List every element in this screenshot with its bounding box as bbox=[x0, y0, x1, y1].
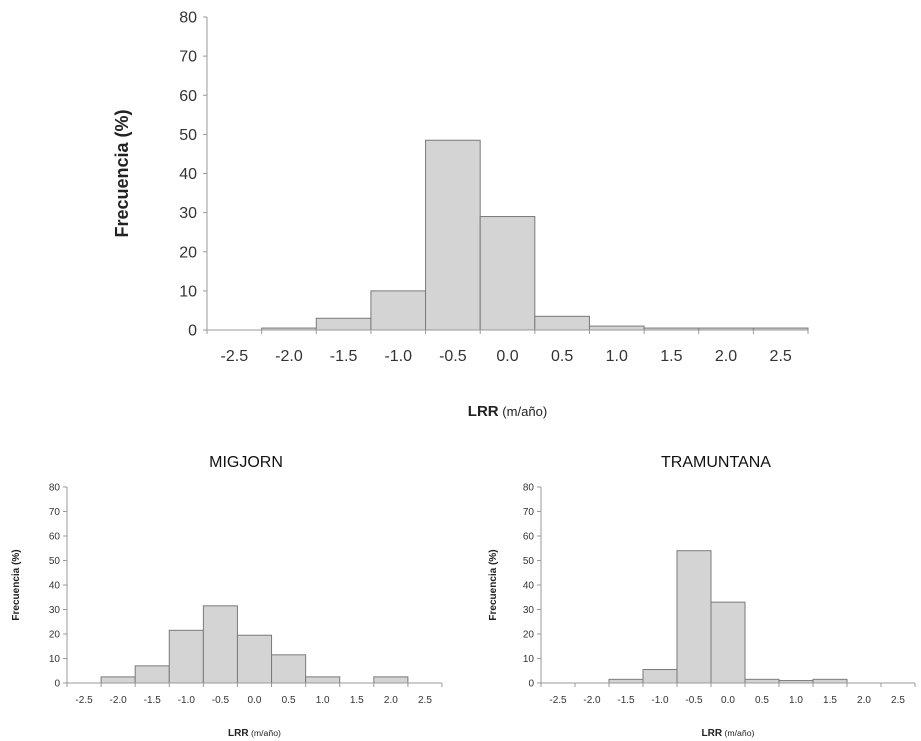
x-tick-label: 1.5 bbox=[350, 695, 364, 706]
bar--2.0 bbox=[100, 676, 136, 684]
x-tick-label: 2.5 bbox=[770, 348, 792, 365]
y-tick-label: 10 bbox=[179, 283, 197, 300]
bar-1.0 bbox=[588, 325, 645, 331]
bar--1.5 bbox=[315, 317, 372, 331]
bar-0.0 bbox=[710, 601, 746, 684]
bar-0.0 bbox=[479, 216, 536, 331]
bar--1.0 bbox=[370, 290, 427, 331]
y-axis-label: Frecuencia (%) bbox=[112, 109, 132, 237]
bar-0.5 bbox=[534, 315, 590, 331]
x-tick-label: -1.0 bbox=[384, 348, 412, 365]
bar-1.0 bbox=[305, 676, 341, 684]
x-tick-label: -2.5 bbox=[549, 695, 567, 706]
y-tick-label: 70 bbox=[179, 49, 197, 66]
chart-title: TRAMUNTANA bbox=[661, 454, 771, 471]
y-tick-label: 60 bbox=[523, 532, 535, 543]
y-tick-label: 50 bbox=[179, 127, 197, 144]
x-tick-label: -1.5 bbox=[330, 348, 358, 365]
x-tick-label: 2.5 bbox=[891, 695, 905, 706]
chart-tramuntana: 0 10 20 30 40 50 60 70 80 -2.5 -2.0 -1.5 -1.0 -0.5 0.0… bbox=[488, 454, 916, 739]
x-tick-label: -1.5 bbox=[144, 695, 162, 706]
x-tick-label: 0.5 bbox=[551, 348, 573, 365]
y-tick-label: 20 bbox=[523, 630, 535, 641]
y-tick-label: 30 bbox=[179, 205, 197, 222]
y-tick-label: 0 bbox=[188, 323, 197, 340]
y-tick-label: 70 bbox=[49, 507, 61, 518]
y-tick-label: 80 bbox=[523, 483, 535, 494]
y-tick-label: 40 bbox=[523, 581, 535, 592]
bar--1.0 bbox=[642, 669, 678, 684]
x-axis-label-unit: (m/año) bbox=[722, 728, 754, 738]
y-axis-label: Frecuencia (%) bbox=[11, 549, 22, 620]
x-tick-label: 2.0 bbox=[715, 348, 737, 365]
bar--1.0 bbox=[168, 629, 204, 684]
chart-overall: 0 10 20 30 40 50 60 70 80 -2.5 -2.0 -1.5 -1.0 -0.5 0.0… bbox=[112, 10, 809, 420]
x-tick-label: -2.0 bbox=[275, 348, 303, 365]
x-tick-label: 0.0 bbox=[496, 348, 518, 365]
bar--0.5 bbox=[676, 550, 712, 684]
x-tick-label: 2.0 bbox=[384, 695, 398, 706]
y-tick-label: 10 bbox=[49, 654, 61, 665]
bar--1.5 bbox=[134, 665, 170, 684]
x-axis-label-bold: LRR bbox=[228, 728, 249, 739]
chart-title: MIGJORN bbox=[209, 454, 283, 471]
x-tick-label: 0.0 bbox=[248, 695, 262, 706]
x-tick-label: -1.0 bbox=[178, 695, 196, 706]
x-tick-label: 1.5 bbox=[660, 348, 682, 365]
x-axis-label-unit: (m/año) bbox=[249, 728, 281, 738]
x-tick-label: -2.0 bbox=[583, 695, 601, 706]
x-axis-label: LRR (m/año) bbox=[702, 728, 755, 739]
y-axis-label: Frecuencia (%) bbox=[488, 549, 499, 620]
y-tick-label: 40 bbox=[49, 581, 61, 592]
x-tick-label: -2.0 bbox=[110, 695, 128, 706]
x-axis-label: LRR (m/año) bbox=[468, 403, 547, 420]
y-tick-label: 0 bbox=[54, 679, 60, 690]
x-tick-label: 1.0 bbox=[606, 348, 628, 365]
x-tick-label: 1.0 bbox=[789, 695, 803, 706]
bar-0.5 bbox=[271, 654, 307, 684]
x-tick-label: -0.5 bbox=[212, 695, 230, 706]
x-tick-label: 2.5 bbox=[418, 695, 432, 706]
x-tick-label: 1.0 bbox=[316, 695, 330, 706]
bar-1.5 bbox=[812, 678, 848, 684]
x-axis-label: LRR (m/año) bbox=[228, 728, 281, 739]
y-tick-label: 50 bbox=[523, 556, 535, 567]
x-tick-label: 0.5 bbox=[755, 695, 769, 706]
x-tick-label: 0.5 bbox=[282, 695, 296, 706]
y-tick-label: 0 bbox=[528, 679, 534, 690]
x-tick-label: -1.0 bbox=[651, 695, 669, 706]
x-tick-label: -2.5 bbox=[221, 348, 249, 365]
y-tick-label: 80 bbox=[49, 483, 61, 494]
y-tick-label: 70 bbox=[523, 507, 535, 518]
y-tick-label: 10 bbox=[523, 654, 535, 665]
y-tick-label: 20 bbox=[179, 244, 197, 261]
y-tick-label: 30 bbox=[49, 605, 61, 616]
y-tick-label: 40 bbox=[179, 166, 197, 183]
x-tick-label: 0.0 bbox=[721, 695, 735, 706]
x-tick-label: 1.5 bbox=[823, 695, 837, 706]
x-axis-label-unit: (m/año) bbox=[499, 404, 548, 419]
y-tick-label: 60 bbox=[49, 532, 61, 543]
x-axis-label-bold: LRR bbox=[468, 403, 499, 420]
bar-0.0 bbox=[236, 634, 273, 684]
bar-0.5 bbox=[744, 678, 780, 684]
x-axis-label-bold: LRR bbox=[702, 728, 723, 739]
bar-2.0 bbox=[373, 676, 409, 684]
y-tick-label: 60 bbox=[179, 88, 197, 105]
x-tick-label: -2.5 bbox=[75, 695, 93, 706]
x-tick-label: -0.5 bbox=[685, 695, 703, 706]
y-tick-label: 20 bbox=[49, 630, 61, 641]
x-tick-label: 2.0 bbox=[857, 695, 871, 706]
chart-migjorn: 0 10 20 30 40 50 60 70 80 -2.5 -2.0 -1.5 -1.0 -0.5 0.0… bbox=[11, 454, 443, 739]
x-tick-label: -0.5 bbox=[439, 348, 467, 365]
y-tick-label: 30 bbox=[523, 605, 535, 616]
bar--1.5 bbox=[608, 678, 644, 684]
y-tick-label: 80 bbox=[179, 10, 197, 27]
y-tick-label: 50 bbox=[49, 556, 61, 567]
bar--0.5 bbox=[202, 605, 238, 684]
bar--0.5 bbox=[425, 139, 481, 331]
x-tick-label: -1.5 bbox=[617, 695, 635, 706]
